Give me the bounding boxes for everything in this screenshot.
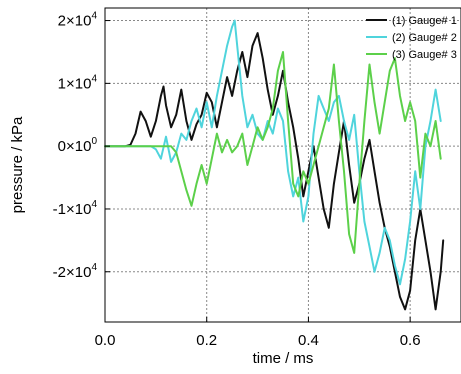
grid-lines <box>105 8 461 322</box>
y-axis-label: pressure / kPa <box>9 116 26 213</box>
y-tick-label-exponent: 0 <box>91 136 97 147</box>
series-lines <box>104 19 445 311</box>
y-tick-label-base: 1×10 <box>58 75 92 92</box>
y-tick-label-exponent: 4 <box>91 11 97 22</box>
plot-frame <box>104 7 461 323</box>
y-tick-label-exponent: 4 <box>91 262 97 273</box>
series-line-gauge-2 <box>104 19 442 286</box>
y-tick-label-exponent: 4 <box>91 73 97 84</box>
legend: (1) Gauge# 1 (2) Gauge# 2 (3) Gauge# 3 <box>366 15 457 61</box>
x-tick-label: 0.2 <box>196 332 217 349</box>
x-tick-label: 0.4 <box>298 332 319 349</box>
y-tick-label-base: -2×10 <box>53 264 92 281</box>
y-tick-label-base: 2×10 <box>58 13 92 30</box>
y-tick-label: -2×104 <box>53 262 98 281</box>
y-tick-label-base: -1×10 <box>53 201 92 218</box>
x-tick-label: 0.6 <box>400 332 421 349</box>
legend-label-gauge-3: (3) Gauge# 3 <box>392 49 457 61</box>
y-tick-label: 0×100 <box>58 136 98 155</box>
y-tick-label: 2×104 <box>58 11 98 30</box>
x-axis-label: time / ms <box>253 350 314 367</box>
y-tick-label-exponent: 4 <box>91 199 97 210</box>
y-tick-label: -1×104 <box>53 199 98 218</box>
y-tick-label-base: 0×10 <box>58 138 92 155</box>
series-line-gauge-3 <box>104 51 442 254</box>
x-tick-label: 0.0 <box>95 332 116 349</box>
y-tick-label: 1×104 <box>58 73 98 92</box>
legend-label-gauge-1: (1) Gauge# 1 <box>392 15 457 27</box>
legend-label-gauge-2: (2) Gauge# 2 <box>392 32 457 44</box>
series-line-gauge-1 <box>104 32 445 311</box>
